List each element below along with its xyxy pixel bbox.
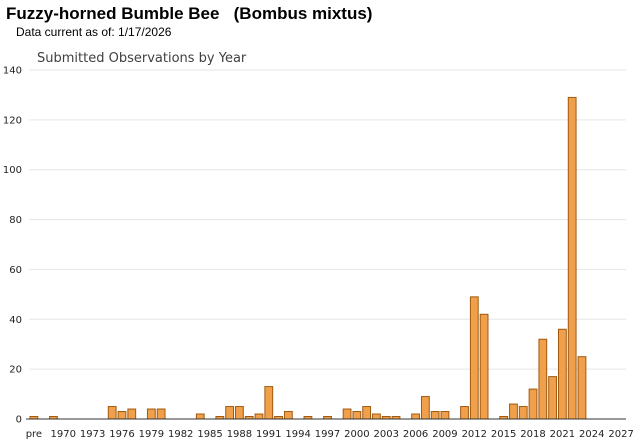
bar (283, 411, 293, 420)
bar (225, 406, 235, 420)
bar (548, 376, 557, 420)
bar (254, 413, 264, 420)
y-tick-label: 100 (3, 165, 22, 176)
x-tick-label: 1976 (109, 429, 134, 440)
bar (518, 406, 528, 420)
x-tick-label: 2015 (491, 429, 516, 440)
observations-bar-chart: Submitted Observations by Year 0 20 40 60 80… (3, 51, 634, 441)
x-tick-label: 1997 (315, 429, 340, 440)
bar (235, 406, 244, 420)
x-tick-label: pre (26, 429, 42, 440)
bar (440, 411, 450, 420)
y-tick-label: 140 (3, 66, 22, 77)
bar (420, 396, 430, 420)
x-tick-label: 1973 (80, 429, 105, 440)
data-current-note: Data current as of: 1/17/2026 (16, 25, 172, 39)
bar (411, 413, 420, 420)
bar (264, 386, 274, 420)
bar (538, 338, 548, 420)
x-tick-label: 2003 (373, 429, 398, 440)
x-tick-label: 2018 (520, 429, 545, 440)
x-tick-label: 2006 (403, 429, 428, 440)
bar (352, 411, 362, 420)
y-tick-label: 60 (9, 265, 22, 276)
x-tick-label: 1979 (139, 429, 164, 440)
x-tick-label: 1988 (227, 429, 252, 440)
bars (29, 96, 587, 420)
x-tick-label: 1982 (168, 429, 193, 440)
bar (430, 411, 440, 420)
x-tick-label: 2009 (432, 429, 457, 440)
y-tick-label: 0 (16, 415, 22, 426)
bar (509, 403, 518, 420)
bar (127, 408, 137, 420)
y-tick-label: 20 (9, 365, 22, 376)
x-tick-label: 2027 (608, 429, 633, 440)
y-tick-label: 40 (9, 315, 22, 326)
bar (342, 408, 352, 420)
bar (557, 328, 567, 420)
bar (195, 413, 205, 420)
x-tick-label: 2024 (579, 429, 604, 440)
bar (528, 388, 538, 420)
bar (117, 411, 127, 420)
page-title: Fuzzy-horned Bumble Bee (Bombus mixtus) (6, 4, 373, 23)
bar (577, 356, 587, 420)
gridlines (29, 69, 626, 370)
bar (479, 313, 489, 420)
x-tick-label: 1970 (51, 429, 76, 440)
bar (460, 406, 469, 420)
bar (372, 413, 381, 420)
x-tick-label: 1991 (256, 429, 281, 440)
y-tick-label: 120 (3, 115, 22, 126)
x-tick-label: 1994 (285, 429, 310, 440)
chart-title: Submitted Observations by Year (37, 51, 247, 66)
x-tick-label: 1985 (197, 429, 222, 440)
x-tick-label: 2012 (462, 429, 487, 440)
bar (567, 96, 577, 420)
x-tick-label: 2021 (550, 429, 575, 440)
y-tick-label: 80 (9, 215, 22, 226)
bar (469, 296, 479, 420)
bar (156, 408, 166, 420)
x-tick-label: 2000 (344, 429, 369, 440)
bar (107, 406, 117, 420)
bar (146, 408, 156, 420)
axes: 0 20 40 60 80 100 120 140 pre 1970 1973 1976 1979 198… (3, 66, 634, 441)
bar (362, 406, 372, 420)
